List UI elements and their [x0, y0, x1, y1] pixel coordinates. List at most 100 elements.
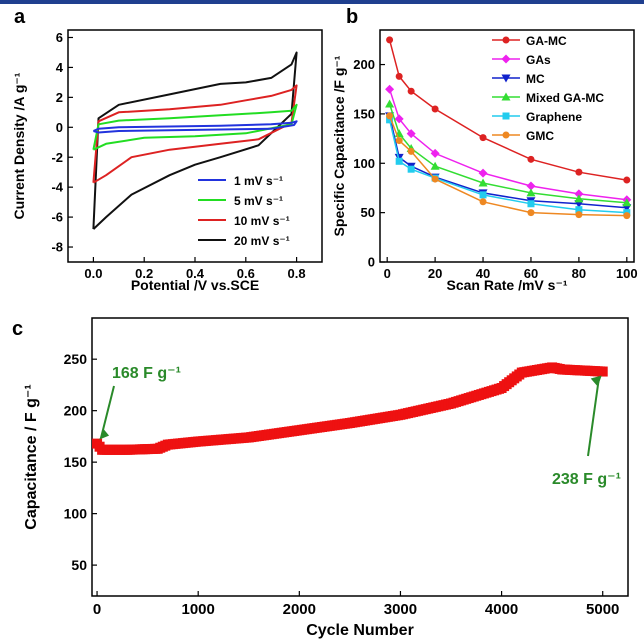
- x-tick-label: 0.0: [84, 266, 102, 281]
- series-line: [388, 88, 627, 201]
- data-point: [501, 54, 511, 64]
- data-point: [395, 157, 403, 165]
- data-point: [431, 175, 439, 183]
- data-point: [395, 137, 403, 145]
- legend-label: GAs: [526, 53, 551, 67]
- data-point: [386, 36, 394, 44]
- data-point: [502, 112, 510, 120]
- chart-panel-b: 0 20 40 60 80 100 0 50 100 150 200 Scan Rate /mV s⁻…: [331, 29, 638, 293]
- data-point: [430, 161, 440, 170]
- x-tick-label: 1000: [182, 601, 215, 618]
- annotation-end: 238 F g⁻¹: [552, 471, 621, 488]
- x-tick-label: 0: [93, 601, 101, 618]
- data-point: [575, 168, 583, 176]
- y-tick-label: 50: [71, 557, 87, 573]
- data-point: [527, 155, 535, 163]
- cv-curve: [92, 103, 298, 151]
- x-tick-label: 4000: [485, 601, 518, 618]
- y-tick-label: 0: [56, 120, 63, 135]
- x-tick-label: 5000: [586, 601, 619, 618]
- x-tick-label: 40: [476, 266, 490, 281]
- data-point: [622, 198, 632, 207]
- data-point: [407, 165, 415, 173]
- data-point: [395, 72, 403, 80]
- data-point: [502, 36, 510, 44]
- y-tick-label: 50: [361, 205, 375, 220]
- data-point: [526, 188, 536, 197]
- data-point: [527, 200, 535, 208]
- legend-label: 20 mV s⁻¹: [234, 234, 290, 248]
- legend-label: Mixed GA-MC: [526, 91, 604, 105]
- x-axis-label: Cycle Number: [306, 622, 414, 639]
- data-point: [385, 84, 395, 94]
- y-tick-label: 2: [56, 90, 63, 105]
- data-point: [478, 178, 488, 187]
- y-tick-label: -8: [51, 240, 63, 255]
- data-point: [430, 148, 440, 158]
- x-tick-label: 2000: [283, 601, 316, 618]
- series-line: [388, 115, 627, 217]
- y-tick-label: 100: [353, 156, 375, 171]
- x-axis-label: Scan Rate /mV s⁻¹: [447, 277, 568, 293]
- y-tick-label: 250: [64, 351, 88, 367]
- data-point: [502, 131, 510, 139]
- data-point: [574, 194, 584, 203]
- x-tick-label: 3000: [384, 601, 417, 618]
- legend-label: GA-MC: [526, 34, 567, 48]
- y-tick-label: -4: [51, 180, 63, 195]
- x-tick-label: 100: [616, 266, 638, 281]
- legend-label: 1 mV s⁻¹: [234, 174, 283, 188]
- data-point: [623, 212, 631, 220]
- x-tick-label: 20: [428, 266, 442, 281]
- data-point: [527, 209, 535, 217]
- y-tick-label: 100: [64, 506, 88, 522]
- data-point: [526, 181, 536, 191]
- data-point: [501, 74, 511, 83]
- top-border: [0, 0, 644, 4]
- annotation-arrow-start: [100, 385, 115, 438]
- annotation-arrow-end: [587, 379, 600, 457]
- data-point: [501, 92, 511, 101]
- data-point: [386, 112, 394, 120]
- data-point: [479, 134, 487, 142]
- y-tick-label: -6: [51, 210, 63, 225]
- plot-frame: [91, 317, 629, 597]
- legend-label: Graphene: [526, 110, 582, 124]
- cv-curve: [92, 51, 298, 230]
- x-tick-label: 0.4: [186, 266, 205, 281]
- data-point: [478, 168, 488, 178]
- data-point: [575, 211, 583, 219]
- data-point: [623, 176, 631, 184]
- annotation-start: 168 F g⁻¹: [112, 365, 181, 382]
- series-line: [388, 115, 627, 209]
- data-point: [575, 206, 583, 214]
- legend-label: 10 mV s⁻¹: [234, 214, 290, 228]
- data-point: [407, 87, 415, 95]
- data-point: [386, 116, 394, 124]
- data-point: [385, 99, 395, 108]
- y-tick-label: 200: [64, 403, 88, 419]
- legend-label: 5 mV s⁻¹: [234, 194, 283, 208]
- panel-label-a: a: [14, 6, 26, 28]
- data-point: [431, 105, 439, 113]
- legend-label: GMC: [526, 129, 554, 143]
- plot-frame: [379, 29, 635, 263]
- data-point: [394, 114, 404, 124]
- data-point: [574, 189, 584, 199]
- annotation-arrowhead-end: [590, 375, 602, 387]
- panel-label-b: b: [346, 6, 359, 28]
- x-tick-label: 0.2: [135, 266, 153, 281]
- x-tick-label: 80: [572, 266, 586, 281]
- cv-curve: [92, 84, 298, 184]
- data-point: [479, 191, 487, 199]
- y-tick-label: -2: [51, 150, 63, 165]
- cv-curve: [93, 120, 298, 134]
- x-tick-label: 0.6: [237, 266, 255, 281]
- y-axis-label: Current Density /A g⁻¹: [11, 72, 27, 219]
- y-axis-label: Capacitance / F g⁻¹: [23, 384, 40, 529]
- y-tick-label: 6: [56, 30, 63, 45]
- y-tick-label: 200: [353, 57, 375, 72]
- panel-label-c: c: [12, 318, 24, 340]
- data-point: [597, 366, 608, 377]
- annotation-arrowhead-start: [99, 429, 110, 440]
